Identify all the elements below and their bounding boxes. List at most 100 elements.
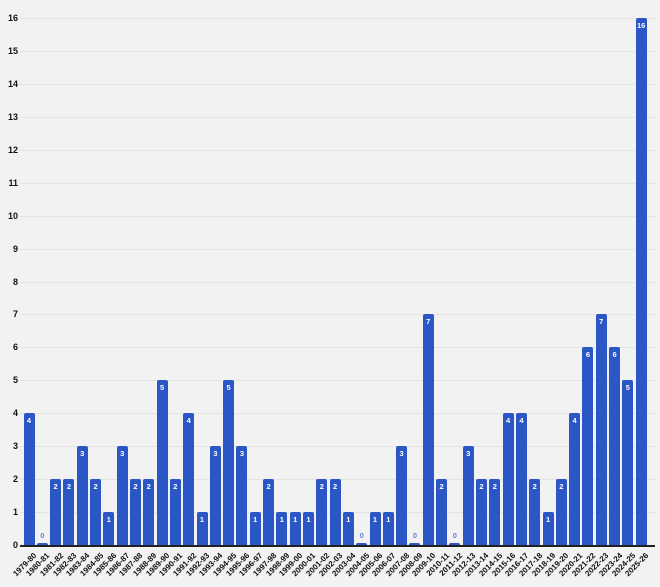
bar-value-label: 4 xyxy=(506,416,511,426)
bar-value-label: 1 xyxy=(306,515,311,525)
bar[interactable] xyxy=(263,479,275,545)
bar[interactable] xyxy=(529,479,541,545)
y-tick-label: 11 xyxy=(8,177,18,188)
bar[interactable] xyxy=(116,446,128,545)
bar[interactable] xyxy=(223,380,235,545)
gridline xyxy=(20,50,655,52)
bar[interactable] xyxy=(489,479,501,545)
bar-value-label: 2 xyxy=(333,482,338,492)
bar-value-label: 4 xyxy=(519,416,524,426)
bar[interactable] xyxy=(515,413,527,545)
bar[interactable] xyxy=(369,512,381,545)
bar-value-label: 1 xyxy=(293,515,298,525)
bar[interactable] xyxy=(582,347,594,545)
bar[interactable] xyxy=(462,446,474,545)
bar[interactable] xyxy=(542,512,554,545)
bar[interactable] xyxy=(422,314,434,545)
bar[interactable] xyxy=(289,512,301,545)
bar[interactable] xyxy=(249,512,261,545)
bar-value-label: 2 xyxy=(319,482,324,492)
x-axis-line xyxy=(20,545,655,547)
bar-value-label: 16 xyxy=(637,21,646,30)
bar[interactable] xyxy=(595,314,607,545)
bar[interactable] xyxy=(76,446,88,545)
bar-value-label: 3 xyxy=(120,449,125,459)
bar[interactable] xyxy=(396,446,408,545)
bar-value-label: 2 xyxy=(439,482,444,492)
bar-value-label: 1 xyxy=(253,515,258,525)
gridline xyxy=(20,18,655,19)
bar-value-label: 5 xyxy=(159,383,165,393)
bar-value-label: 3 xyxy=(399,449,404,459)
y-tick-label: 1 xyxy=(12,507,18,518)
gridline xyxy=(20,380,655,382)
bar-value-label: 2 xyxy=(93,482,98,492)
gridline xyxy=(20,314,655,316)
bar[interactable] xyxy=(342,512,354,545)
y-tick-label: 15 xyxy=(7,45,18,56)
bar[interactable] xyxy=(183,413,195,545)
y-tick-label: 14 xyxy=(7,78,18,89)
bar-value-label: 4 xyxy=(26,416,32,426)
gridline xyxy=(20,248,655,250)
bar-value-label: 1 xyxy=(106,515,111,525)
bar-value-label: 6 xyxy=(585,350,591,360)
bar-value-label: 2 xyxy=(266,482,271,492)
bar[interactable] xyxy=(475,479,487,545)
bar[interactable] xyxy=(103,512,115,545)
y-tick-label: 2 xyxy=(12,474,18,485)
y-tick-label: 13 xyxy=(7,111,18,122)
gridline xyxy=(20,347,655,349)
bar-value-label: 1 xyxy=(372,515,378,525)
bar-value-label: 0 xyxy=(412,531,418,540)
gridline xyxy=(20,281,655,283)
bar[interactable] xyxy=(169,479,181,545)
bar-value-label: 0 xyxy=(40,531,45,540)
bar[interactable] xyxy=(569,413,581,545)
bar[interactable] xyxy=(209,446,221,545)
bar-value-label: 0 xyxy=(452,531,457,540)
bar[interactable] xyxy=(609,347,621,545)
bar-value-label: 2 xyxy=(66,482,71,492)
bar[interactable] xyxy=(316,479,328,545)
bar[interactable] xyxy=(156,380,168,545)
bar-value-label: 7 xyxy=(599,317,604,327)
bar-value-label: 3 xyxy=(80,449,85,459)
bar-value-label: 1 xyxy=(386,515,391,525)
bar[interactable] xyxy=(63,479,75,545)
bar[interactable] xyxy=(382,512,394,545)
bar[interactable] xyxy=(36,543,48,545)
bar-value-label: 6 xyxy=(612,350,617,360)
bar[interactable] xyxy=(635,18,647,545)
bar[interactable] xyxy=(409,543,421,545)
y-tick-label: 7 xyxy=(12,309,18,320)
bar[interactable] xyxy=(356,543,368,545)
y-tick-label: 10 xyxy=(7,210,18,221)
gridline xyxy=(20,83,655,85)
y-tick-label: 9 xyxy=(12,243,18,254)
bar-value-label: 3 xyxy=(239,449,244,459)
y-tick-label: 4 xyxy=(12,408,18,419)
y-tick-label: 16 xyxy=(7,13,18,23)
bar[interactable] xyxy=(276,512,288,545)
bar[interactable] xyxy=(436,479,448,545)
y-tick-label: 3 xyxy=(12,441,18,452)
bar[interactable] xyxy=(129,479,141,545)
bar[interactable] xyxy=(50,479,62,545)
bar[interactable] xyxy=(329,479,341,545)
bar[interactable] xyxy=(236,446,248,545)
bar[interactable] xyxy=(196,512,208,545)
bar-value-label: 5 xyxy=(625,383,630,393)
bar[interactable] xyxy=(90,479,102,545)
bar-value-label: 1 xyxy=(346,515,351,525)
bar[interactable] xyxy=(555,479,567,545)
bar[interactable] xyxy=(302,512,314,545)
bar[interactable] xyxy=(143,479,155,545)
bar[interactable] xyxy=(23,413,35,545)
bar-value-label: 1 xyxy=(279,515,284,525)
bar[interactable] xyxy=(449,543,461,545)
bar[interactable] xyxy=(622,380,634,545)
bar[interactable] xyxy=(502,413,514,545)
bar-value-label: 4 xyxy=(186,416,191,426)
